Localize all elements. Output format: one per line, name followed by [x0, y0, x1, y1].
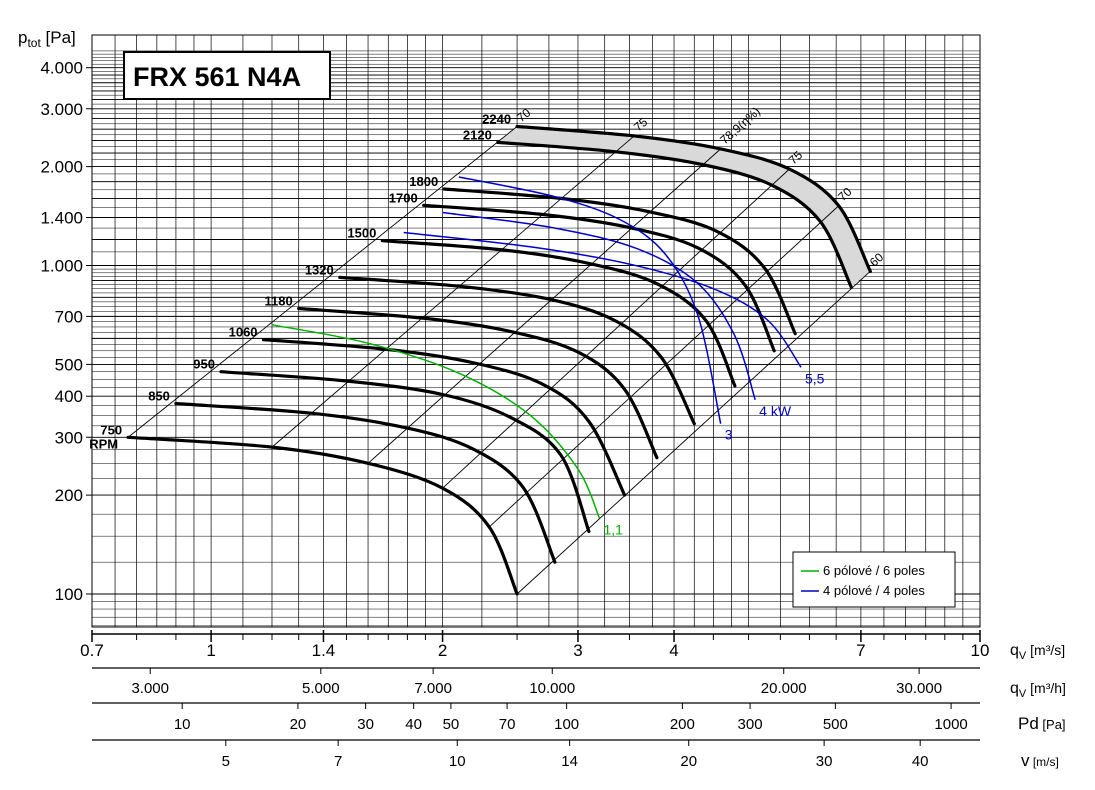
x-tick-label: 7 [334, 753, 342, 770]
efficiency-line [271, 135, 635, 448]
power-curves: 1,1 3 4 kW 5,5 [271, 176, 825, 537]
efficiency-line [516, 270, 871, 595]
x-tick-label: 30 [816, 753, 833, 770]
x-tick-label: 7.000 [414, 680, 452, 697]
x-tick-label: 10 [971, 641, 990, 660]
rpm-label: 850 [148, 389, 170, 404]
x-tick-label: 1000 [934, 716, 967, 733]
rpm-label: 950 [193, 357, 215, 372]
plot-frame [91, 34, 981, 628]
x-axes: 0.7 1 1.4 2 3 4 7 10 3.000 5.000 7.000 10.000 20.000… [80, 630, 989, 770]
x-tick-label: 20 [680, 753, 697, 770]
rpm-label: 2120 [463, 127, 492, 142]
x-tick-label: 3 [573, 641, 582, 660]
shaded-region [497, 126, 871, 287]
chart-title: FRX 561 N4A [133, 62, 301, 92]
x-tick-label: 5 [222, 753, 230, 770]
x-tick-label: 14 [561, 753, 578, 770]
power-curve [271, 324, 601, 519]
y-axis-label: ptot [Pa] [18, 28, 76, 50]
x-tick-label: 500 [823, 716, 848, 733]
rpm-label: 750 [100, 422, 122, 437]
x-tick-label: 1.4 [312, 641, 336, 660]
power-curve [458, 176, 722, 424]
legend-item-6-poles: 6 pólové / 6 poles [823, 563, 925, 578]
power-curve [442, 211, 756, 401]
efficiency-line [367, 148, 721, 464]
x-tick-label: 10.000 [529, 680, 575, 697]
power-label: 5,5 [805, 370, 825, 386]
rpm-label: 1700 [389, 190, 418, 205]
y-tick-label: 700 [55, 307, 83, 326]
x-tick-label: 30 [357, 716, 374, 733]
speed-curve-1060 [261, 338, 627, 497]
y-tick-label: 200 [55, 486, 83, 505]
rpm-label: 1060 [229, 325, 258, 340]
x-tick-label: 20 [290, 716, 307, 733]
x-tick-label: 4 [669, 641, 678, 660]
x-tick-label: 1 [206, 641, 215, 660]
speed-curve-950 [219, 370, 591, 534]
y-tick-labels: 4.000 3.000 2.000 1.400 1.000 700 500 400 300 200… [40, 59, 92, 604]
y-tick-label: 1.400 [40, 208, 83, 227]
speed-curve-1180 [297, 306, 659, 460]
y-tick-label: 4.000 [40, 59, 83, 78]
y-tick-label: 400 [55, 387, 83, 406]
y-tick-label: 300 [55, 428, 83, 447]
x-axis-label-m3s: qV [m³/s] [1010, 642, 1065, 662]
power-label: 1,1 [604, 521, 624, 537]
x-tick-label: 200 [670, 716, 695, 733]
x-tick-label: 100 [554, 716, 579, 733]
x-tick-label: 7 [856, 641, 865, 660]
x-tick-label: 10 [449, 753, 466, 770]
legend-box [792, 551, 956, 608]
efficiency-line [127, 126, 518, 438]
y-tick-label: 2.000 [40, 158, 83, 177]
x-tick-label: 20.000 [761, 680, 807, 697]
x-axis-label-pd: Pd [Pa] [1018, 714, 1066, 733]
x-tick-label: 30.000 [896, 680, 942, 697]
speed-curve-1800 [442, 187, 797, 336]
x-tick-label: 0.7 [80, 641, 104, 660]
x-tick-label: 5.000 [302, 680, 340, 697]
legend: 6 pólové / 6 poles 4 pólové / 4 poles [792, 551, 956, 608]
power-label: 3 [725, 427, 733, 443]
rpm-label: 1800 [409, 174, 438, 189]
x-tick-label: 40 [405, 716, 422, 733]
speed-curve-850 [174, 401, 557, 564]
rpm-label: 2240 [482, 111, 511, 126]
rpm-label: 1500 [347, 226, 376, 241]
x-tick-label: 40 [912, 753, 929, 770]
efficiency-line [488, 205, 840, 528]
rpm-unit-label: RPM [89, 436, 118, 451]
speed-curve-1500 [380, 239, 737, 388]
x-tick-label: 10 [174, 716, 191, 733]
x-tick-label: 2 [438, 641, 447, 660]
speed-curve-2120 [496, 140, 853, 289]
x-axis-label-m3h: qV [m³/h] [1010, 680, 1066, 700]
y-tick-label: 3.000 [40, 100, 83, 119]
speed-curve-1320 [338, 275, 696, 426]
rpm-label: 1320 [305, 262, 334, 277]
x-tick-label: 50 [443, 716, 460, 733]
x-axis-label-v: v [m/s] [1021, 751, 1059, 770]
y-tick-label: 500 [55, 355, 83, 374]
y-tick-label: 1.000 [40, 257, 83, 276]
legend-item-4-poles: 4 pólové / 4 poles [823, 583, 925, 598]
power-curve [403, 231, 802, 368]
speed-curve-1700 [422, 203, 776, 353]
title-box [123, 51, 331, 100]
x-tick-label: 300 [738, 716, 763, 733]
speed-curve-2240 [515, 124, 872, 273]
power-label: 4 kW [759, 403, 792, 419]
rpm-label: 1180 [265, 293, 293, 308]
x-tick-label: 3.000 [131, 680, 169, 697]
efficiency-line [442, 168, 790, 489]
y-tick-label: 100 [55, 585, 83, 604]
x-tick-label: 70 [499, 716, 516, 733]
speed-curve-750 [126, 435, 519, 596]
